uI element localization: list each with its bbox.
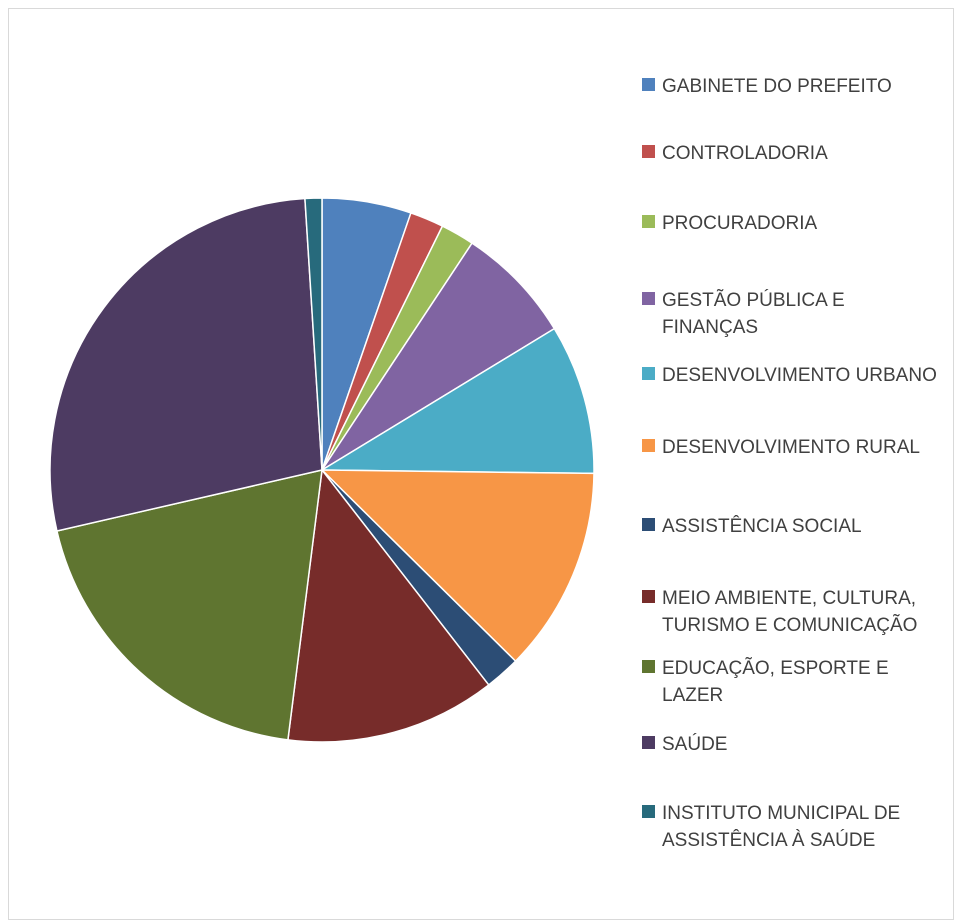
legend-swatch [642,805,655,818]
legend-swatch [642,590,655,603]
legend-label: CONTROLADORIA [662,143,828,164]
legend-swatch [642,736,655,749]
legend-swatch [642,292,655,305]
chart-area: GABINETE DO PREFEITO CONTROLADORIA PROCU… [8,8,954,920]
legend-swatch [642,367,655,380]
legend-label: DESENVOLVIMENTO RURAL [662,437,920,458]
legend-label: PROCURADORIA [662,213,818,234]
legend-swatch [642,660,655,673]
pie-slice [321,469,595,662]
legend-label: ASSISTÊNCIA SOCIAL [662,516,862,537]
legend-label: GABINETE DO PREFEITO [662,76,892,97]
legend-item: INSTITUTO MUNICIPAL DE ASSISTÊNCIA À SAÚ… [642,800,938,854]
legend-item: SAÚDE [642,731,938,758]
pie-slice [321,327,595,475]
legend-item: GESTÃO PÚBLICA E FINANÇAS [642,287,938,341]
pie-slice [56,469,323,741]
pie-slice [304,197,323,471]
legend-item: EDUCAÇÃO, ESPORTE E LAZER [642,655,938,709]
legend-item: CONTROLADORIA [642,140,938,167]
legend-swatch [642,439,655,452]
legend-swatch [642,215,655,228]
legend-swatch [642,145,655,158]
legend-label: GESTÃO PÚBLICA E FINANÇAS [662,290,845,338]
legend-item: GABINETE DO PREFEITO [642,73,938,100]
legend-label: EDUCAÇÃO, ESPORTE E LAZER [662,658,889,706]
legend-item: PROCURADORIA [642,210,938,237]
pie-slice [321,242,556,471]
pie-slice [49,197,323,532]
legend-item: DESENVOLVIMENTO URBANO [642,362,938,389]
legend-label: INSTITUTO MUNICIPAL DE ASSISTÊNCIA À SAÚ… [662,803,901,851]
pie-chart [49,197,595,743]
legend-label: SAÚDE [662,734,728,755]
legend-item: DESENVOLVIMENTO RURAL [642,434,938,461]
legend-item: ASSISTÊNCIA SOCIAL [642,513,938,540]
legend-item: MEIO AMBIENTE, CULTURA, TURISMO E COMUNI… [642,585,938,639]
legend-swatch [642,518,655,531]
pie-slice [287,469,490,743]
legend-label: MEIO AMBIENTE, CULTURA, TURISMO E COMUNI… [662,588,918,636]
legend-label: DESENVOLVIMENTO URBANO [662,365,937,386]
legend-swatch [642,78,655,91]
